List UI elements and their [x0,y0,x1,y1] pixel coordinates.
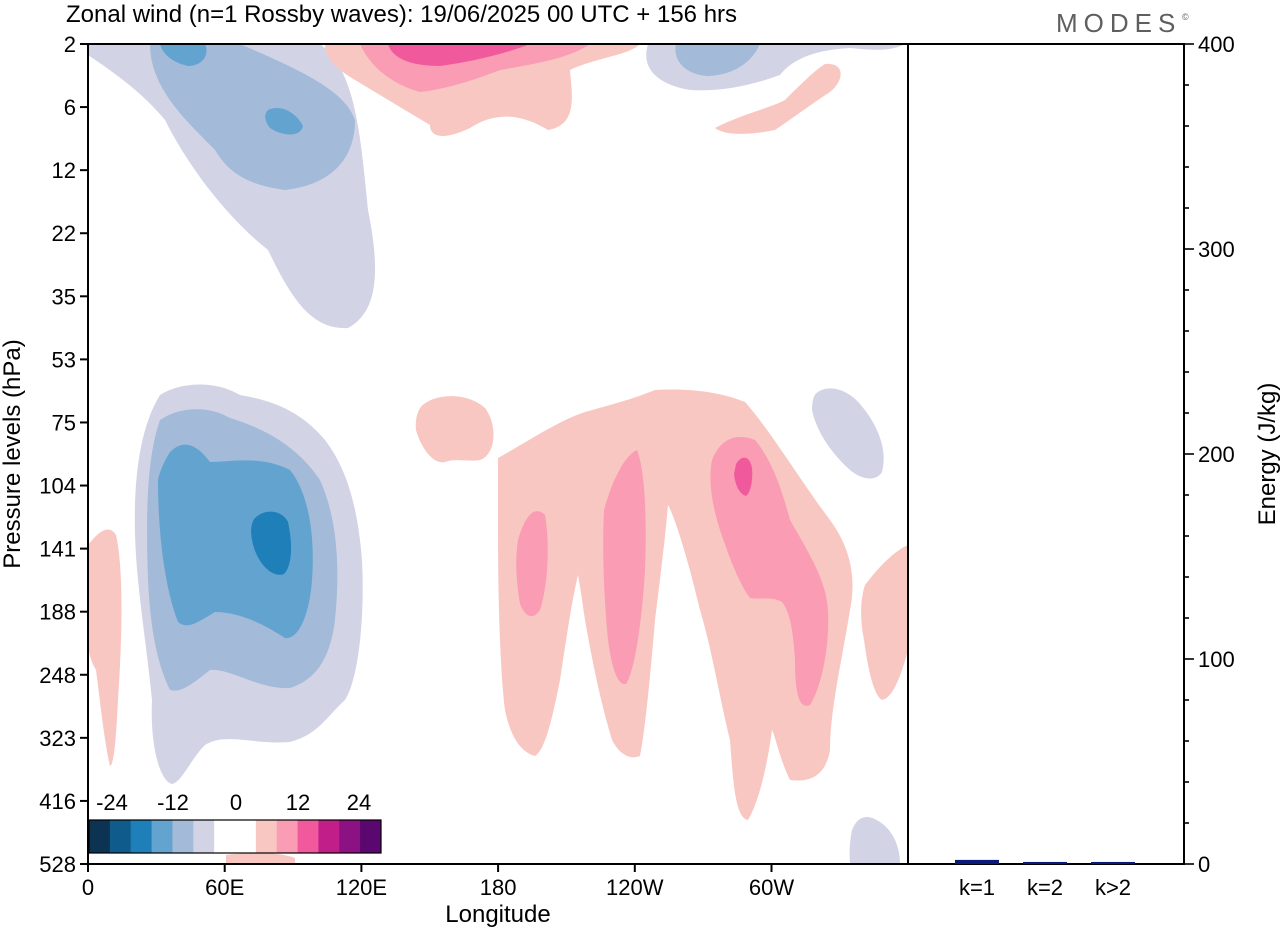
x-tick-label: 120E [336,875,387,900]
colorbar-swatch [276,820,299,853]
contour-pos-central-core-1 [516,511,548,617]
y-tick-label: 53 [52,347,76,372]
energy-tick-label: 200 [1198,442,1235,467]
y-tick-label: 104 [39,474,76,499]
colorbar-label: -12 [157,790,189,815]
colorbar-label: 24 [347,790,371,815]
energy-bar-2 [1023,861,1067,864]
colorbar-swatch [130,820,153,853]
brand-logo: MODES [1056,8,1181,38]
y-tick-label: 528 [39,852,76,877]
colorbar-swatch [255,820,278,853]
contour-plot-area [87,43,909,865]
x-tick-label: 60W [749,875,794,900]
contour-pos-left-edge [88,529,122,766]
y-tick-label: 75 [52,410,76,435]
contour-pos-upper-right-streak [715,63,841,134]
colorbar-label: -24 [96,790,128,815]
y-tick-label: 248 [39,663,76,688]
energy-bar-3 [1091,861,1135,864]
contour-neg-bottom-pocket [849,817,900,864]
y-tick-label: 188 [39,600,76,625]
x-axis-label: Longitude [445,901,550,928]
contour-neg-lower-core-1 [158,444,313,639]
contour-neg-lower-core-2 [251,511,292,575]
colorbar-frame [88,819,382,854]
contour-neg-upper-core-2 [265,107,303,135]
energy-category-label: k>2 [1095,875,1131,900]
y-tick-label: 141 [39,537,76,562]
contour-neg-upper-right-core [675,44,760,76]
colorbar-swatch [109,820,132,853]
chart-title: Zonal wind (n=1 Rossby waves): 19/06/202… [66,1,737,28]
contour-pos-right-lobe [861,545,908,700]
contour-neg-upper-band-2 [150,44,355,190]
y-tick-label: 22 [52,221,76,246]
colorbar-swatch [214,820,236,853]
y-tick-label: 35 [52,284,76,309]
energy-tick-label: 400 [1198,32,1235,57]
x-tick-label: 60E [205,875,244,900]
contour-neg-upper-core-1 [160,44,207,66]
energy-tick-label: 100 [1198,647,1235,672]
colorbar-swatch [318,820,340,853]
contour-pos-upper-core [388,44,530,66]
x-tick-label: 180 [480,875,517,900]
x-tick-label: 120W [606,875,664,900]
energy-category-label: k=1 [959,875,995,900]
contour-pos-isolated-blob [415,396,494,463]
energy-tick-label: 0 [1198,852,1210,877]
colorbar-swatch [172,820,194,853]
x-tick-label: 0 [82,875,94,900]
colorbar-swatch [297,820,319,853]
y-tick-label: 323 [39,726,76,751]
colorbar-label: 0 [230,790,242,815]
colorbar-swatch [339,820,361,853]
y-tick-label: 416 [39,789,76,814]
colorbar-swatch [235,820,257,853]
colorbar-label: 12 [286,790,310,815]
pressure-axis: 2 6 12 22 35 53 75 104 141 188 248 323 416 528 [39,32,88,877]
colorbar-swatch [89,820,111,853]
energy-panel: 0 100 200 300 400 k=1 k=2 k>2 Energy (J/kg) [907,32,1280,900]
longitude-axis: 0 60E 120E 180 120W 60W [82,864,794,900]
contour-neg-right-pocket [812,388,884,479]
y-tick-label: 2 [64,32,76,57]
energy-tick-label: 300 [1198,237,1235,262]
y-tick-label: 12 [52,158,76,183]
contour-pos-central-core-2 [603,450,646,685]
contour-pos-central-core-4 [734,457,753,496]
energy-panel-frame [907,43,1185,865]
y-tick-label: 6 [64,95,76,120]
energy-axis-label: Energy (J/kg) [1254,383,1280,526]
colorbar: -24 -12 0 12 24 [88,790,382,854]
energy-category-label: k=2 [1027,875,1063,900]
colorbar-swatch [193,820,215,853]
brand-copyright-mark: © [1182,12,1189,22]
energy-bar-1 [955,859,999,864]
contour-pos-central-core-3 [710,436,829,706]
colorbar-swatch [360,820,382,853]
y-axis-label: Pressure levels (hPa) [0,339,26,568]
colorbar-swatch [151,820,173,853]
contour-pos-bottom-sliver [226,853,295,864]
